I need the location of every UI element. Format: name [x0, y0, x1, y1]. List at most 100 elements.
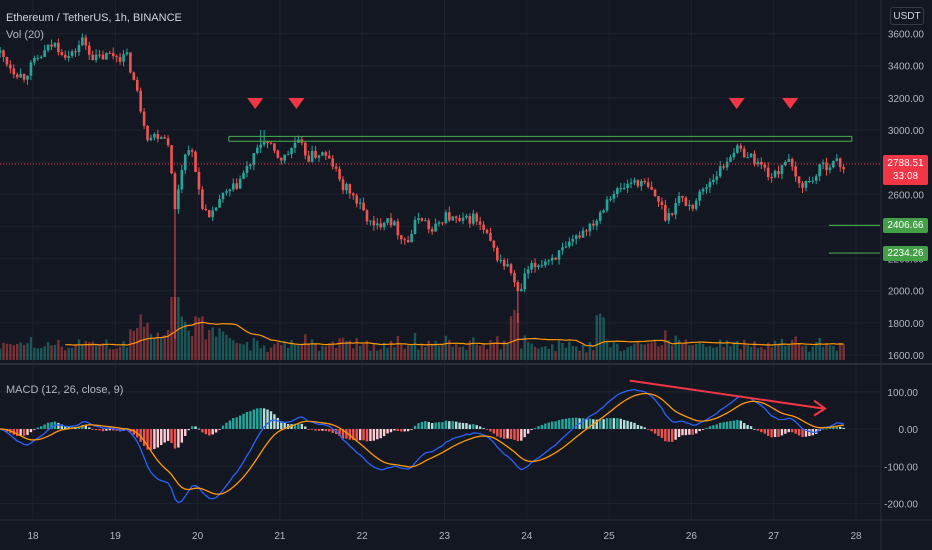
candle-body: [15, 74, 19, 78]
volume-bar: [736, 340, 739, 360]
candle-body: [616, 188, 619, 195]
volume-bar: [160, 337, 163, 360]
candle-body: [290, 147, 293, 155]
currency-button[interactable]: USDT: [890, 7, 924, 25]
candle-body: [602, 210, 605, 213]
macd-histogram-bar: [300, 423, 304, 429]
candle-body: [2, 50, 5, 57]
volume-bar: [794, 336, 797, 360]
macd-histogram-bar: [705, 427, 708, 429]
candle-body: [451, 216, 455, 221]
candle-body: [310, 150, 314, 162]
candle-body: [482, 224, 485, 230]
candle-body: [640, 180, 643, 187]
divergence-arrow: [629, 379, 824, 410]
symbol-title[interactable]: Ethereum / TetherUS, 1h, BINANCE: [6, 12, 182, 24]
candle-body: [249, 164, 252, 166]
candle-body: [585, 230, 588, 232]
candle-body: [646, 182, 650, 187]
volume-bar: [228, 337, 232, 360]
candle-body: [235, 183, 238, 189]
volume-bar: [787, 344, 790, 360]
candle-body: [797, 176, 801, 184]
macd-histogram-bar: [482, 428, 485, 429]
volume-bar: [362, 344, 365, 360]
volume-bar: [321, 345, 324, 360]
last-price-tag: 2788.51 33:08: [883, 155, 928, 185]
price-axis-label: 1800.00: [888, 319, 925, 330]
volume-bar: [358, 345, 362, 360]
candle-body: [125, 52, 129, 55]
macd-histogram-bar: [643, 427, 646, 429]
macd-histogram-bar: [719, 422, 722, 429]
volume-bar: [544, 346, 547, 360]
candle-body: [547, 260, 551, 262]
macd-histogram-bar: [67, 426, 70, 429]
volume-bar: [273, 344, 276, 360]
macd-histogram-bar: [60, 424, 64, 429]
macd-histogram-bar: [657, 429, 660, 436]
macd-histogram-bar: [653, 429, 657, 434]
macd-histogram-bar: [420, 421, 424, 429]
macd-histogram-bar: [331, 429, 334, 433]
volume-bar: [334, 348, 338, 360]
candle-body: [194, 151, 197, 172]
candle-body: [242, 172, 245, 179]
volume-indicator-label[interactable]: Vol (20): [6, 29, 44, 41]
volume-bar: [53, 344, 57, 360]
candle-body: [139, 90, 142, 112]
candle-body: [557, 250, 561, 260]
macd-histogram-bar: [472, 424, 475, 429]
macd-histogram-bar: [36, 427, 40, 429]
volume-bar: [331, 341, 334, 360]
volume-bar: [249, 350, 252, 360]
candle-body: [39, 56, 43, 58]
macd-histogram-bar: [839, 426, 842, 429]
volume-bar: [530, 343, 533, 360]
candle-body: [828, 167, 832, 171]
candle-body: [804, 181, 808, 188]
volume-bar: [43, 346, 46, 360]
volume-bar: [118, 346, 122, 360]
volume-bar: [430, 343, 434, 360]
candle-body: [598, 212, 602, 221]
volume-bar: [389, 340, 393, 360]
volume-bar: [784, 345, 787, 360]
sell-marker-icon: [247, 98, 264, 109]
volume-bar: [338, 338, 341, 360]
candle-body: [238, 178, 242, 189]
volume-bar: [643, 344, 646, 360]
candle-body: [269, 142, 273, 144]
candle-body: [399, 235, 403, 240]
candle-body: [458, 218, 461, 221]
macd-indicator-label[interactable]: MACD (12, 26, close, 9): [6, 384, 124, 396]
macd-histogram-bar: [358, 429, 362, 441]
macd-histogram-bar: [33, 429, 36, 430]
candle-body: [718, 166, 722, 177]
volume-bar: [664, 330, 667, 360]
candle-body: [633, 180, 636, 183]
candle-body: [492, 240, 496, 248]
candle-body: [708, 181, 712, 188]
volume-bar: [163, 335, 166, 360]
candle-body: [550, 257, 554, 261]
macd-histogram-bar: [540, 424, 544, 429]
candle-body: [303, 142, 307, 156]
macd-histogram-bar: [763, 429, 766, 434]
candle-body: [814, 176, 818, 181]
macd-histogram-bar: [105, 429, 108, 431]
candle-body: [825, 162, 828, 171]
candle-body: [437, 222, 441, 224]
volume-bar: [269, 347, 273, 360]
volume-bar: [180, 316, 184, 360]
candle-body: [29, 62, 33, 76]
macd-histogram-bar: [760, 429, 763, 433]
candle-body: [101, 54, 105, 60]
candle-body: [461, 217, 465, 221]
macd-histogram-bar: [180, 429, 184, 443]
candle-body: [756, 161, 760, 165]
macd-histogram-bar: [784, 429, 787, 434]
candle-body: [358, 202, 362, 204]
candle-body: [489, 232, 492, 241]
